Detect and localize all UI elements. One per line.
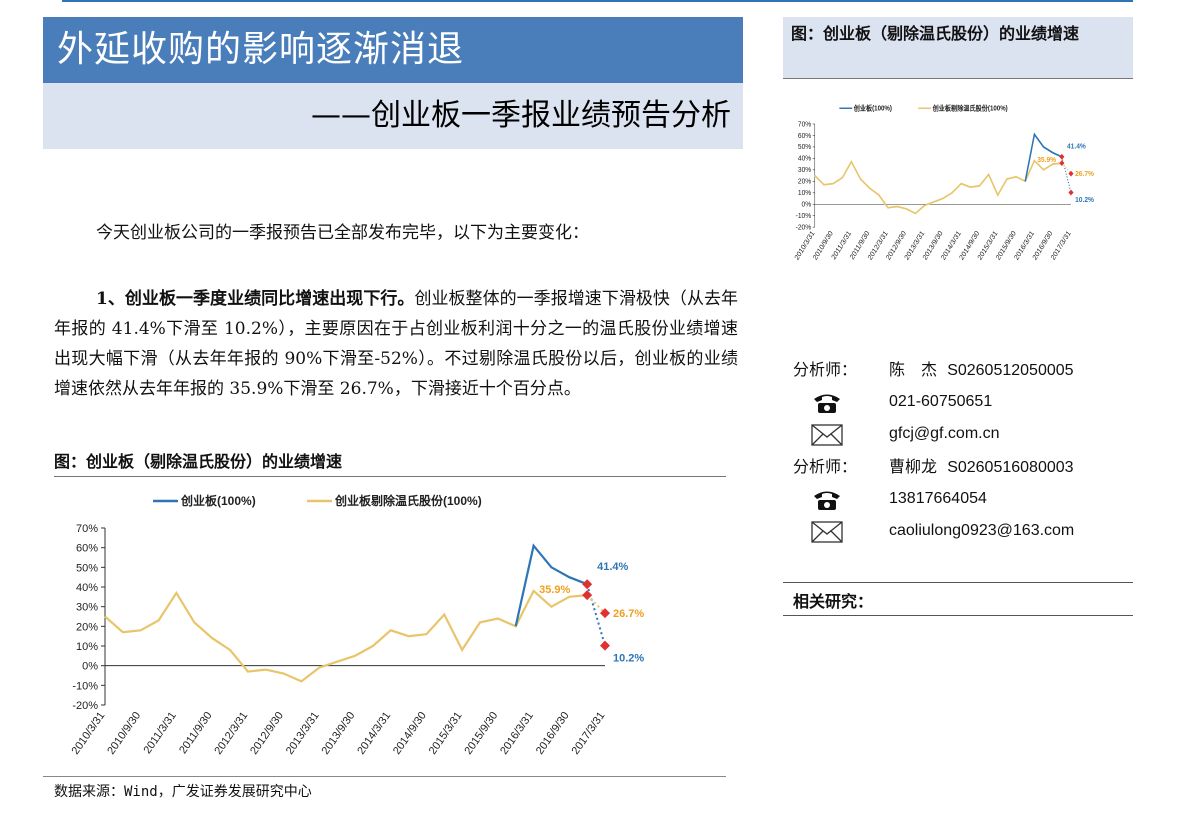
x-tick-label: 2013/9/30 — [320, 710, 358, 757]
data-label: 10.2% — [613, 653, 644, 665]
y-tick-label: -20% — [796, 223, 812, 231]
data-source: 数据来源：Wind，广发证券发展研究中心 — [54, 784, 312, 800]
y-tick-label: -10% — [72, 680, 98, 692]
data-point-marker — [1068, 189, 1074, 196]
data-label: 35.9% — [1037, 156, 1056, 164]
y-tick-label: 40% — [798, 154, 812, 162]
data-label: 41.4% — [597, 561, 628, 573]
analyst-2-phone-row: 13817664054 — [793, 484, 1133, 514]
data-point-marker — [600, 608, 610, 619]
analyst-1-phone[interactable]: 021-60750651 — [889, 393, 993, 410]
x-tick-label: 2015/9/30 — [462, 710, 500, 757]
y-tick-label: 60% — [798, 131, 812, 139]
y-tick-label: 20% — [798, 177, 812, 185]
x-tick-label: 2012/3/31 — [212, 710, 250, 757]
y-tick-label: -20% — [72, 700, 98, 712]
x-tick-label: 2015/3/31 — [427, 710, 465, 757]
related-rule-bottom — [783, 615, 1133, 616]
growth-chart-main: 创业板(100%) 创业板剔除温氏股份(100%) 70% 60% 50% 40% 30% 2… — [70, 493, 645, 757]
figure-title-side: 图：创业板（剔除温氏股份）的业绩增速 — [783, 17, 1133, 79]
analyst-2-phone[interactable]: 13817664054 — [889, 490, 987, 507]
x-tick-label: 2017/3/31 — [570, 710, 608, 757]
point1-text: 创业板整体的一季报增速下滑极快（从去年年报的 41.4%下滑至 10.2%），主… — [54, 289, 739, 399]
growth-chart-thumbnail: 创业板(100%) 创业板剔除温氏股份(100%) 70% 60% 50% 40% 30% 2… — [793, 103, 1094, 262]
y-tick-label: 0% — [82, 661, 98, 673]
telephone-icon — [814, 394, 840, 413]
point1-heading: 1、创业板一季度业绩同比增速出现下行。 — [96, 289, 415, 309]
analyst-2-name: 曹柳龙 — [889, 457, 938, 476]
x-tick-label: 2016/3/31 — [498, 710, 536, 757]
analyst-1-phone-row: 021-60750651 — [793, 387, 1133, 417]
y-tick-label: 70% — [76, 523, 98, 535]
x-tick-label: 2016/9/30 — [534, 710, 572, 757]
data-point-marker — [1059, 160, 1065, 167]
point1-paragraph: 1、创业板一季度业绩同比增速出现下行。创业板整体的一季报增速下滑极快（从去年年报… — [54, 284, 738, 404]
envelope-icon — [811, 521, 843, 543]
x-tick-label: 2013/3/31 — [284, 710, 322, 757]
x-tick-label: 2010/9/30 — [105, 710, 143, 757]
analyst-2-email[interactable]: caoliulong0923@163.com — [889, 522, 1075, 539]
x-tick-label: 2014/9/30 — [391, 710, 429, 757]
data-label: 41.4% — [1067, 142, 1086, 150]
x-tick-label: 2011/3/31 — [141, 710, 178, 756]
analyst-1-name: 陈 杰 — [889, 360, 938, 379]
telephone-icon — [814, 491, 840, 510]
related-rule-top — [783, 582, 1133, 583]
data-label: 26.7% — [613, 608, 644, 620]
data-point-marker — [1068, 170, 1074, 177]
data-label: 10.2% — [1075, 196, 1094, 204]
data-point-marker — [1059, 153, 1065, 160]
y-tick-label: 10% — [798, 189, 812, 197]
analyst-2-id: S0260516080003 — [947, 459, 1074, 476]
envelope-icon — [811, 424, 843, 446]
series-line-ex-wens — [104, 589, 588, 683]
y-tick-label: 30% — [798, 166, 812, 174]
y-tick-label: 20% — [76, 621, 98, 633]
y-tick-label: 50% — [798, 143, 812, 151]
report-title: 外延收购的影响逐渐消退 — [43, 17, 743, 83]
analyst-1-label: 分析师： — [793, 360, 858, 379]
projection-line — [586, 594, 606, 614]
data-label: 26.7% — [1075, 170, 1094, 178]
legend-label: 创业板(100%) — [853, 103, 892, 113]
analyst-2-email-row: caoliulong0923@163.com — [793, 516, 1133, 546]
related-research-title: 相关研究： — [793, 592, 874, 611]
legend-label: 创业板剔除温氏股份(100%) — [932, 103, 1008, 113]
y-tick-label: 0% — [802, 200, 812, 208]
report-subtitle: ——创业板一季报业绩预告分析 — [43, 83, 743, 149]
series-line-chinext — [1024, 132, 1063, 182]
projection-line — [1061, 162, 1072, 175]
y-tick-label: 50% — [76, 562, 98, 574]
source-rule — [43, 776, 726, 777]
data-point-marker — [582, 579, 593, 590]
analyst-1-email-row: gfcj@gf.com.cn — [793, 419, 1133, 449]
analyst-1-email[interactable]: gfcj@gf.com.cn — [889, 425, 1000, 442]
data-point-marker — [600, 640, 610, 651]
y-tick-label: 30% — [76, 602, 98, 614]
x-tick-label: 2011/9/30 — [177, 710, 214, 756]
legend-label: 创业板剔除温氏股份(100%) — [334, 493, 482, 508]
x-tick-label: 2014/3/31 — [355, 710, 393, 757]
intro-paragraph: 今天创业板公司的一季报预告已全部发布完毕，以下为主要变化： — [96, 223, 589, 243]
legend-label: 创业板(100%) — [180, 493, 256, 508]
top-rule — [62, 0, 1133, 2]
analyst-2-label: 分析师： — [793, 457, 858, 476]
y-tick-label: 10% — [76, 641, 98, 653]
figure-title-main: 图：创业板（剔除温氏股份）的业绩增速 — [54, 450, 726, 477]
series-line-ex-wens — [814, 159, 1062, 215]
y-tick-label: 70% — [798, 120, 812, 128]
y-tick-label: 60% — [76, 543, 98, 555]
analyst-1-id: S0260512050005 — [947, 362, 1074, 379]
series-line-chinext — [514, 543, 588, 627]
x-tick-label: 2010/3/31 — [70, 710, 108, 757]
data-label: 35.9% — [539, 584, 570, 596]
y-tick-label: -10% — [796, 212, 812, 220]
y-tick-label: 40% — [76, 582, 98, 594]
data-point-marker — [582, 590, 593, 601]
x-tick-label: 2012/9/30 — [248, 710, 286, 757]
